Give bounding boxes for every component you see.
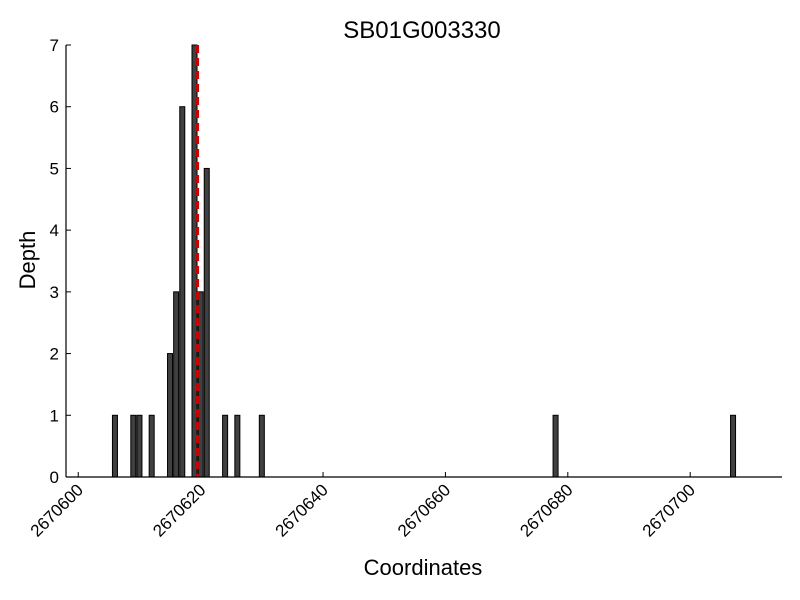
x-tick-label: 2670600 (27, 480, 87, 540)
y-axis-title: Depth (15, 231, 40, 290)
depth-bar (167, 353, 174, 478)
y-tick-label: 6 (50, 98, 59, 117)
x-tick-label: 2670640 (272, 480, 332, 540)
depth-bar (179, 106, 186, 478)
depth-bar (552, 414, 559, 478)
depth-bar (148, 414, 155, 478)
depth-bar (173, 291, 180, 478)
y-tick-label: 3 (50, 283, 59, 302)
depth-bar (222, 414, 229, 478)
depth-bar (130, 414, 137, 478)
bar-series (111, 44, 737, 478)
x-axis-title: Coordinates (364, 555, 483, 580)
y-tick-label: 2 (50, 345, 59, 364)
depth-bar (234, 414, 241, 478)
depth-bar (111, 414, 118, 478)
depth-bar (203, 167, 210, 478)
x-tick-label: 2670700 (639, 480, 699, 540)
y-tick-label: 5 (50, 159, 59, 178)
x-tick-label: 2670620 (149, 480, 209, 540)
y-axis-ticks: 0 1 2 3 4 5 6 7 (50, 36, 71, 487)
x-axis-ticks: 2670600 2670620 2670640 2670660 2670680 26707… (27, 472, 699, 541)
x-tick-label: 2670680 (516, 480, 576, 540)
y-tick-label: 0 (50, 468, 59, 487)
depth-bar (730, 414, 737, 478)
y-tick-label: 1 (50, 406, 59, 425)
depth-bar (136, 414, 143, 478)
y-tick-label: 4 (50, 221, 59, 240)
x-tick-label: 2670660 (394, 480, 454, 540)
depth-bar (258, 414, 265, 478)
y-tick-label: 7 (50, 36, 59, 55)
chart-title: SB01G003330 (343, 17, 500, 44)
